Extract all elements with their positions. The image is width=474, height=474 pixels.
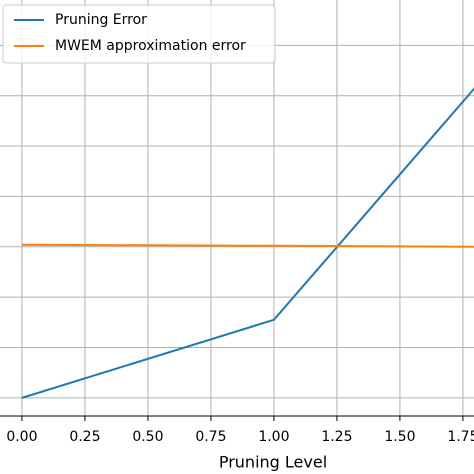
series-line <box>21 87 474 399</box>
x-tick-label: 1.50 <box>384 429 415 445</box>
x-tick-label: 0.25 <box>69 429 100 445</box>
x-tick-label: 1.25 <box>321 429 352 445</box>
plot-area <box>21 87 474 399</box>
grid <box>0 0 474 416</box>
x-tick-label: 0.00 <box>6 429 37 445</box>
legend: Pruning Error MWEM approximation error <box>2 4 276 64</box>
series-line <box>21 243 474 248</box>
legend-box <box>2 4 276 64</box>
x-tick-label: 0.75 <box>195 429 226 445</box>
x-tick-label: 0.50 <box>132 429 163 445</box>
legend-label: Pruning Error <box>55 12 147 28</box>
x-tick-label: 1.75 <box>447 429 474 445</box>
legend-label: MWEM approximation error <box>55 38 246 54</box>
x-tick-label: 1.00 <box>258 429 289 445</box>
x-axis-label: Pruning Level <box>219 453 327 472</box>
